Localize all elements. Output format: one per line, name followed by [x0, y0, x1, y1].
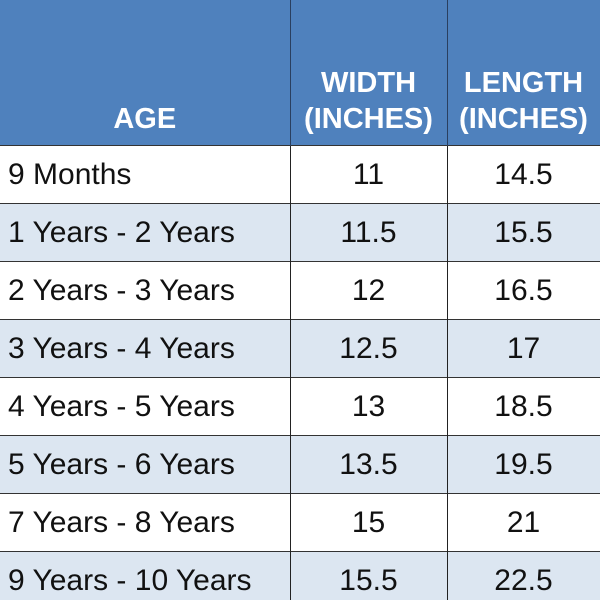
header-row: AGE WIDTH (INCHES) LENGTH (INCHES)	[0, 0, 600, 146]
size-cell: 12.5	[290, 319, 448, 378]
size-cell: 16.5	[447, 261, 600, 320]
age-cell: 4 Years - 5 Years	[0, 377, 291, 436]
size-cell: 15.5	[290, 551, 448, 600]
age-cell: 1 Years - 2 Years	[0, 203, 291, 262]
size-cell: 19.5	[447, 435, 600, 494]
size-cell: 13.5	[290, 435, 448, 494]
table-row: 3 Years - 4 Years 12.5 17	[0, 319, 600, 378]
table-row: 5 Years - 6 Years 13.5 19.5	[0, 435, 600, 494]
age-cell: 9 Years - 10 Years	[0, 551, 291, 600]
size-cell: 22.5	[447, 551, 600, 600]
size-cell: 12	[290, 261, 448, 320]
column-header: WIDTH (INCHES)	[290, 0, 448, 146]
size-cell: 15	[290, 493, 448, 552]
age-cell: 9 Months	[0, 145, 291, 204]
table-body: 9 Months 11 14.5 1 Years - 2 Years 11.5 15.5 2…	[0, 145, 600, 600]
size-cell: 17	[447, 319, 600, 378]
table-row: 1 Years - 2 Years 11.5 15.5	[0, 203, 600, 262]
table-row: 7 Years - 8 Years 15 21	[0, 493, 600, 552]
size-cell: 11	[290, 145, 448, 204]
size-cell: 18.5	[447, 377, 600, 436]
table-row: 9 Years - 10 Years 15.5 22.5	[0, 551, 600, 600]
column-header: LENGTH (INCHES)	[447, 0, 600, 146]
size-cell: 21	[447, 493, 600, 552]
table-row: 2 Years - 3 Years 12 16.5	[0, 261, 600, 320]
size-cell: 13	[290, 377, 448, 436]
age-cell: 2 Years - 3 Years	[0, 261, 291, 320]
table-row: 9 Months 11 14.5	[0, 145, 600, 204]
size-cell: 15.5	[447, 203, 600, 262]
age-cell: 5 Years - 6 Years	[0, 435, 291, 494]
age-cell: 7 Years - 8 Years	[0, 493, 291, 552]
column-header: AGE	[0, 0, 291, 146]
size-cell: 14.5	[447, 145, 600, 204]
age-cell: 3 Years - 4 Years	[0, 319, 291, 378]
table-row: 4 Years - 5 Years 13 18.5	[0, 377, 600, 436]
size-cell: 11.5	[290, 203, 448, 262]
